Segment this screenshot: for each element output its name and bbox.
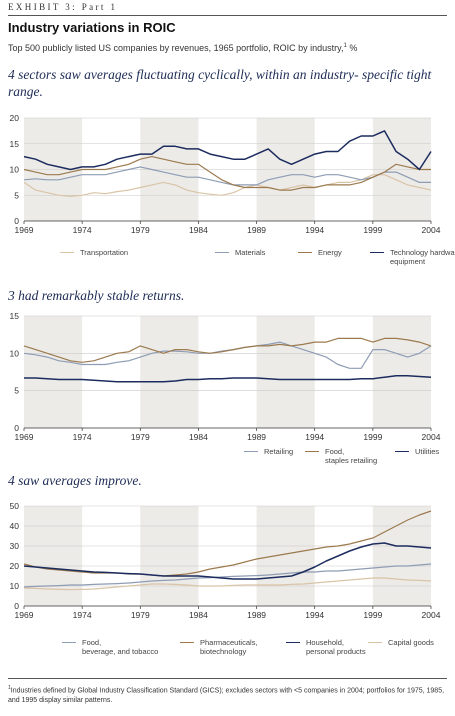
x-tick-label: 1984: [189, 225, 208, 235]
x-tick-label: 1979: [131, 610, 150, 620]
chart-1-headline: 4 sectors saw averages fluctuating cycli…: [8, 67, 432, 99]
x-tick-label: 1974: [73, 432, 92, 442]
legend-swatch: [180, 642, 194, 643]
series-line-1-3: [23, 156, 431, 191]
x-tick-label: 1994: [305, 610, 324, 620]
x-tick-label: 1979: [131, 225, 150, 235]
x-tick-label: 1999: [363, 610, 382, 620]
x-tick-label: 1994: [305, 432, 324, 442]
x-tick-label: 1989: [247, 225, 266, 235]
x-tick-label: 1994: [305, 225, 324, 235]
top-rule: [8, 15, 447, 16]
x-tick-label: 1989: [247, 610, 266, 620]
period-band: [256, 316, 315, 428]
legend-label: Utilities: [415, 447, 440, 456]
legend-label: Energy: [318, 248, 342, 257]
chart-3-headline: 4 saw averages improve.: [8, 473, 142, 488]
series-line-2-2: [23, 337, 432, 363]
legend-label: Technology hardware,equipment: [390, 248, 455, 266]
y-tick-label: 10: [10, 165, 20, 175]
legend-label: Retailing: [264, 447, 294, 456]
legend-swatch: [60, 252, 74, 253]
footnote: 1Industries defined by Global Industry C…: [8, 683, 448, 706]
y-tick-label: 0: [14, 423, 19, 433]
x-tick-label: 2004: [422, 610, 441, 620]
x-tick-label: 2004: [422, 432, 441, 442]
x-tick-label: 1974: [73, 610, 92, 620]
series-line-3-3: [23, 542, 432, 580]
chart-2-headline: 3 had remarkably stable returns.: [8, 288, 185, 303]
x-tick-label: 2004: [422, 225, 441, 235]
y-tick-label: 10: [10, 581, 20, 591]
series-line-2-3: [24, 374, 432, 383]
series-line-3-2: [23, 510, 432, 577]
x-tick-label: 1999: [363, 225, 382, 235]
subtitle-text: Top 500 publicly listed US companies by …: [8, 43, 344, 53]
bottom-rule: [8, 678, 447, 679]
x-tick-label: 1969: [15, 432, 34, 442]
exhibit-label: EXHIBIT 3: Part 1: [8, 2, 118, 12]
y-tick-label: 40: [10, 521, 20, 531]
legend-swatch: [305, 451, 319, 452]
period-band: [372, 316, 431, 428]
x-tick-label: 1989: [247, 432, 266, 442]
chart-2: 0 5 10 15 1969 1974 1979 1984 1989 1994 1999 2004: [10, 311, 441, 442]
legend-swatch: [370, 252, 384, 253]
y-tick-label: 0: [14, 601, 19, 611]
legend-label: Capital goods: [388, 638, 434, 647]
y-tick-label: 20: [10, 113, 20, 123]
legend-label: Food, beverage, and tobacco: [82, 638, 159, 656]
y-tick-label: 30: [10, 541, 20, 551]
page-title: Industry variations in ROIC: [8, 20, 176, 35]
y-tick-label: 5: [14, 190, 19, 200]
footnote-text: Industries defined by Global Industry Cl…: [8, 687, 445, 705]
series-line-2-1: [23, 341, 432, 369]
x-tick-label: 1974: [73, 225, 92, 235]
legend-swatch: [215, 252, 229, 253]
y-tick-label: 20: [10, 561, 20, 571]
period-band: [256, 506, 315, 606]
x-tick-label: 1969: [15, 610, 34, 620]
series-line-1-4: [23, 130, 432, 171]
x-tick-label: 1984: [189, 432, 208, 442]
legend-swatch: [368, 642, 382, 643]
y-tick-label: 15: [10, 139, 20, 149]
x-tick-label: 1979: [131, 432, 150, 442]
legend-swatch: [286, 642, 300, 643]
legend-label: Materials: [235, 248, 266, 257]
period-band: [140, 316, 199, 428]
period-band: [24, 316, 83, 428]
series-line-3-1: [23, 563, 432, 588]
series-line-3-4: [23, 577, 432, 591]
footnote-mark: 1: [8, 685, 11, 691]
legend-label: Household, personal products: [306, 638, 366, 656]
period-band: [140, 506, 199, 606]
y-tick-label: 10: [10, 348, 20, 358]
subtitle-footnote-mark: 1: [343, 43, 347, 49]
legend-swatch: [244, 451, 258, 452]
y-tick-label: 50: [10, 501, 20, 511]
period-band: [372, 506, 431, 606]
legend-label: Pharmaceuticals, biotechnology: [200, 638, 258, 656]
y-tick-label: 5: [14, 386, 19, 396]
chart-1: 0 5 10 15 20 1969 1974 1979 1984 1989 1994 1999 2004: [10, 113, 441, 235]
x-tick-label: 1969: [15, 225, 34, 235]
chart-3: 0 10 20 30 40 50 1969 1974 1979 1984 1989 1994 1999 2…: [10, 501, 441, 620]
legend-label: Food, staples retailing: [325, 447, 378, 465]
legend-swatch: [62, 642, 76, 643]
x-tick-label: 1999: [363, 432, 382, 442]
legend-swatch: [395, 451, 409, 452]
series-line-1-2: [23, 166, 431, 186]
subtitle-unit: %: [346, 43, 358, 53]
legend-swatch: [298, 252, 312, 253]
x-tick-label: 1984: [189, 610, 208, 620]
period-band: [24, 506, 83, 606]
legend-label: Transportation: [80, 248, 129, 257]
y-tick-label: 0: [14, 216, 19, 226]
y-tick-label: 15: [10, 311, 20, 321]
page-subtitle: Top 500 publicly listed US companies by …: [8, 43, 357, 53]
